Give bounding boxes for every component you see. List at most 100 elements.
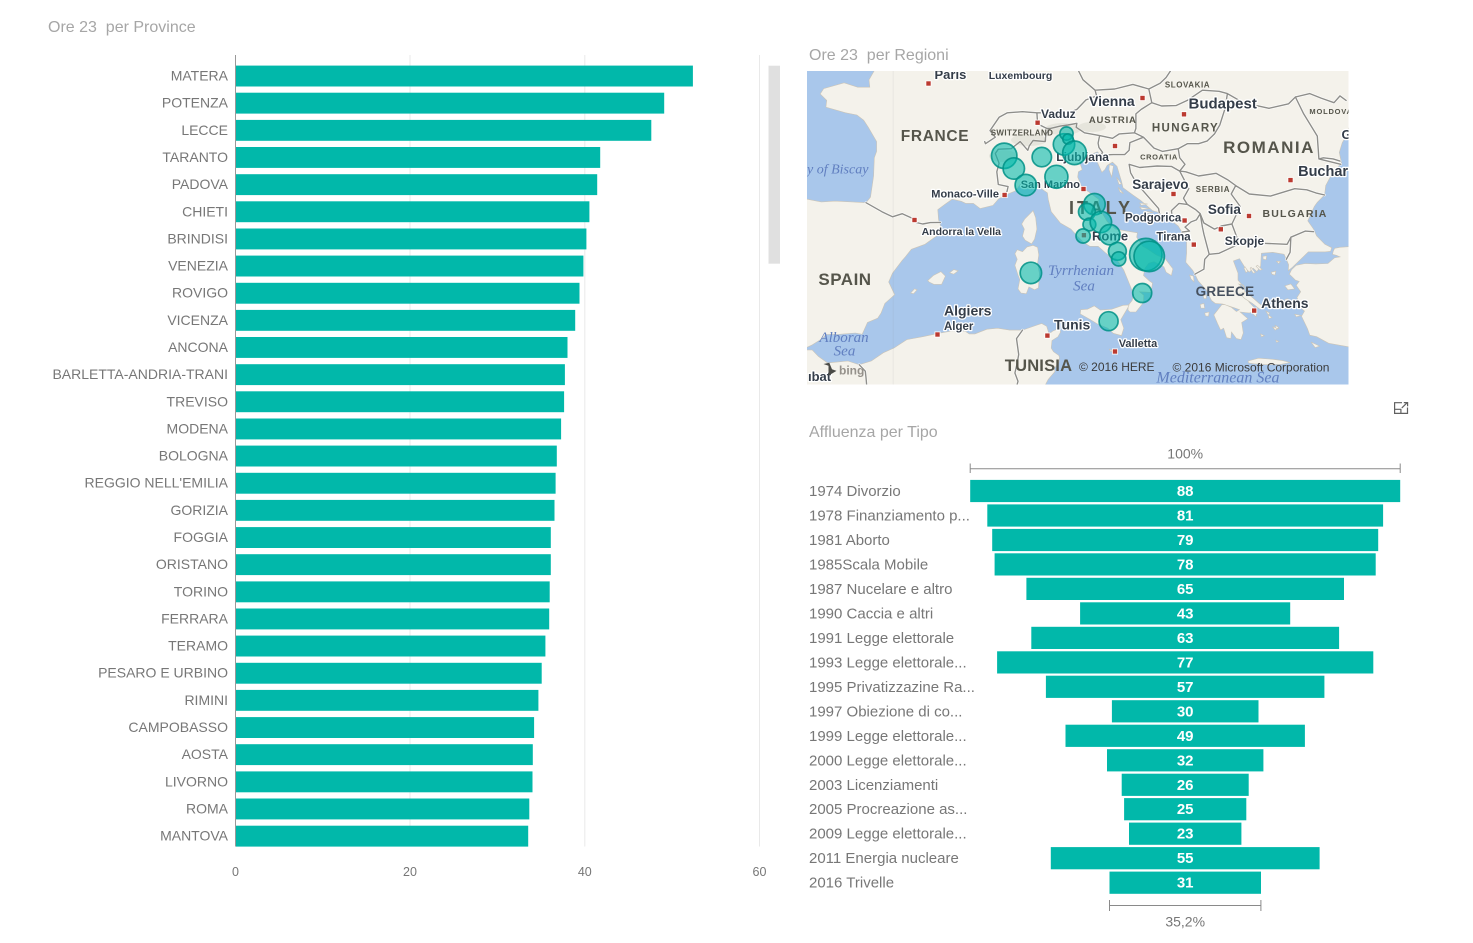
svg-text:1987 Nucelare e altro: 1987 Nucelare e altro [809,581,952,598]
svg-text:REGGIO NELL'EMILIA: REGGIO NELL'EMILIA [85,475,229,491]
svg-text:Tirana: Tirana [1156,232,1191,244]
svg-text:VICENZA: VICENZA [167,312,228,328]
svg-text:Ore 23 per Province: Ore 23 per Province [48,19,196,36]
svg-text:HUNGARY: HUNGARY [1152,123,1219,135]
svg-text:Sarajevo: Sarajevo [1132,177,1188,192]
svg-text:Mediterranean Sea: Mediterranean Sea [1155,370,1279,387]
svg-text:60: 60 [753,865,767,879]
svg-text:TARANTO: TARANTO [162,149,228,165]
svg-text:1990 Caccia e altri: 1990 Caccia e altri [809,605,933,622]
svg-text:2009 Legge elettorale...: 2009 Legge elettorale... [809,826,967,843]
svg-text:35,2%: 35,2% [1165,914,1205,930]
svg-text:1995 Privatizzazine Ra...: 1995 Privatizzazine Ra... [809,679,975,696]
svg-text:© 2016 HERE: © 2016 HERE [1079,360,1155,374]
svg-text:GREECE: GREECE [1196,284,1255,299]
svg-text:100%: 100% [1167,446,1203,462]
svg-text:FERRARA: FERRARA [161,611,229,627]
svg-text:AOSTA: AOSTA [182,746,229,762]
svg-text:CHIETI: CHIETI [182,203,228,219]
svg-text:SERBIA: SERBIA [1196,185,1230,194]
svg-text:40: 40 [578,865,592,879]
svg-text:Affluenza per Tipo: Affluenza per Tipo [809,424,938,441]
svg-text:1993 Legge elettorale...: 1993 Legge elettorale... [809,654,967,671]
svg-text:Budapest: Budapest [1189,96,1257,113]
svg-text:1974 Divorzio: 1974 Divorzio [809,483,901,500]
svg-text:ROMA: ROMA [186,801,229,817]
svg-text:bing: bing [839,364,864,378]
svg-text:Sea: Sea [1073,279,1095,295]
svg-text:LIVORNO: LIVORNO [165,773,228,789]
svg-text:55: 55 [1177,850,1194,867]
svg-text:PADOVA: PADOVA [172,176,229,192]
svg-text:ANCONA: ANCONA [168,339,229,355]
svg-text:TREVISO: TREVISO [167,393,229,409]
svg-text:LECCE: LECCE [181,122,228,138]
svg-text:Athens: Athens [1261,295,1309,311]
svg-text:ROVIGO: ROVIGO [172,285,228,301]
svg-text:Vaduz: Vaduz [1041,107,1076,121]
svg-text:MATERA: MATERA [171,68,229,84]
svg-text:26: 26 [1177,777,1194,794]
svg-text:TUNISIA: TUNISIA [1005,357,1072,375]
svg-text:CAMPOBASSO: CAMPOBASSO [128,719,228,735]
svg-text:25: 25 [1177,801,1194,818]
svg-text:2003 Licenziamenti: 2003 Licenziamenti [809,777,938,794]
svg-text:MODENA: MODENA [167,420,229,436]
svg-text:© 2016 Microsoft Corporation: © 2016 Microsoft Corporation [1173,361,1330,375]
svg-text:32: 32 [1177,752,1194,769]
svg-text:Buchar: Buchar [1298,164,1348,180]
svg-text:FOGGIA: FOGGIA [174,529,229,545]
svg-text:1978 Finanziamento p...: 1978 Finanziamento p... [809,508,970,525]
svg-text:PESARO E URBINO: PESARO E URBINO [98,665,228,681]
svg-text:0: 0 [232,865,239,879]
svg-text:ORISTANO: ORISTANO [156,556,228,572]
svg-text:49: 49 [1177,728,1194,745]
svg-text:88: 88 [1177,483,1194,500]
svg-text:TORINO: TORINO [174,583,228,599]
svg-text:BRINDISI: BRINDISI [167,230,228,246]
svg-text:RIMINI: RIMINI [184,692,228,708]
svg-text:81: 81 [1177,508,1194,525]
svg-text:Tyrrhenian: Tyrrhenian [1048,263,1114,279]
svg-text:43: 43 [1177,605,1194,622]
svg-text:78: 78 [1177,556,1194,573]
svg-text:POTENZA: POTENZA [162,95,229,111]
svg-text:BARLETTA-ANDRIA-TRANI: BARLETTA-ANDRIA-TRANI [52,366,228,382]
svg-text:Ore 23 per Regioni: Ore 23 per Regioni [809,47,949,64]
svg-text:AUSTRIA: AUSTRIA [1089,115,1137,126]
svg-text:SLOVAKIA: SLOVAKIA [1165,81,1210,90]
svg-text:MANTOVA: MANTOVA [160,828,229,844]
svg-text:Monaco-Ville: Monaco-Ville [931,189,999,201]
svg-text:y of Biscay: y of Biscay [805,163,869,178]
svg-text:Luxembourg: Luxembourg [989,70,1053,82]
svg-text:Sofia: Sofia [1208,202,1241,217]
svg-text:1991 Legge elettorale: 1991 Legge elettorale [809,630,954,647]
svg-text:31: 31 [1177,875,1194,892]
svg-text:Sea: Sea [834,344,856,360]
svg-text:Skopje: Skopje [1225,234,1265,248]
svg-text:Algiers: Algiers [944,303,992,319]
svg-text:CROATIA: CROATIA [1140,153,1178,162]
svg-text:2011 Energia nucleare: 2011 Energia nucleare [809,850,959,867]
svg-text:79: 79 [1177,532,1194,549]
svg-text:TERAMO: TERAMO [168,638,228,654]
svg-text:57: 57 [1177,679,1194,696]
svg-text:FRANCE: FRANCE [901,128,969,145]
svg-text:SWITZERLAND: SWITZERLAND [991,129,1054,138]
svg-text:63: 63 [1177,630,1194,647]
svg-text:23: 23 [1177,826,1194,843]
svg-text:30: 30 [1177,703,1194,720]
svg-text:Andorra la Vella: Andorra la Vella [922,226,1002,238]
svg-text:ROMANIA: ROMANIA [1223,138,1315,157]
svg-text:Podgorica: Podgorica [1125,213,1182,225]
svg-text:1985Scala Mobile: 1985Scala Mobile [809,556,928,573]
svg-text:2005 Procreazione as...: 2005 Procreazione as... [809,801,967,818]
svg-text:1999 Legge elettorale...: 1999 Legge elettorale... [809,728,967,745]
svg-text:ıbat: ıbat [808,369,832,384]
svg-text:Tunis: Tunis [1054,317,1091,333]
svg-text:77: 77 [1177,654,1194,671]
svg-text:VENEZIA: VENEZIA [168,258,229,274]
svg-text:2000 Legge elettorale...: 2000 Legge elettorale... [809,752,967,769]
svg-text:G: G [1342,127,1352,142]
svg-text:BOLOGNA: BOLOGNA [159,448,229,464]
